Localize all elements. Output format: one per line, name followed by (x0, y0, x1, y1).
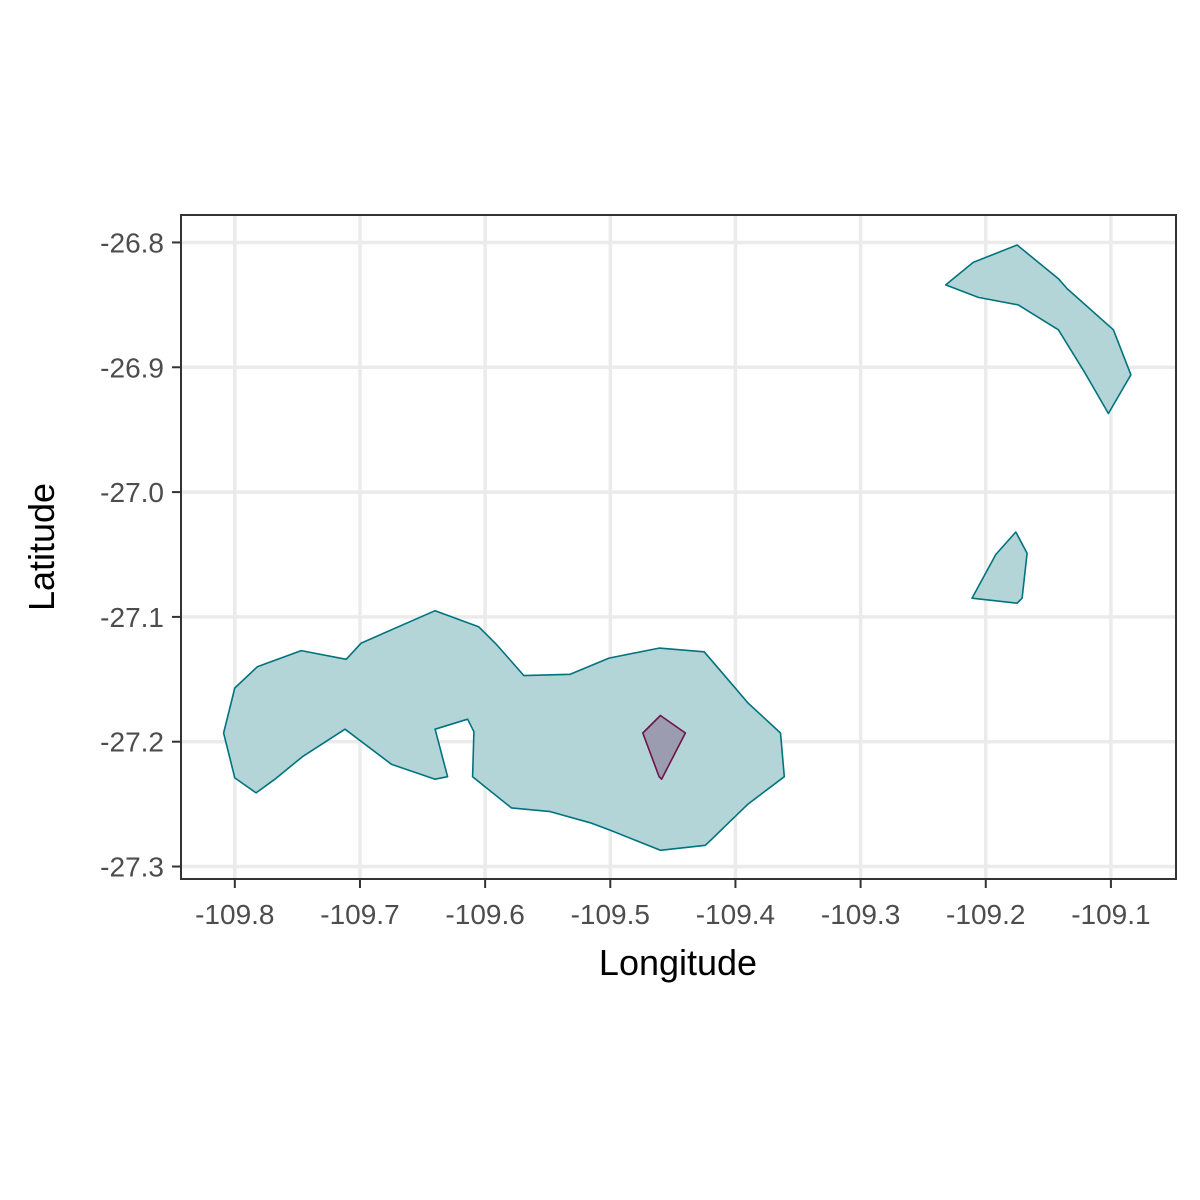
y-axis-title: Latitude (21, 483, 62, 611)
x-tick-label: -109.2 (946, 899, 1025, 930)
highlight-polygon (641, 714, 687, 781)
x-tick-label: -109.8 (195, 899, 274, 930)
x-tick-label: -109.4 (696, 899, 775, 930)
y-tick-label: -27.0 (100, 477, 164, 508)
x-axis: -109.8 -109.7 -109.6 -109.5 -109.4 -109.3 -109… (195, 879, 1151, 930)
x-axis-title: Longitude (599, 942, 757, 983)
land-polygon-1 (222, 609, 786, 852)
gridlines (181, 215, 1176, 879)
y-tick-label: -27.2 (100, 727, 164, 758)
x-tick-label: -109.7 (320, 899, 399, 930)
panel-border (180, 214, 1177, 880)
y-tick-label: -27.3 (100, 852, 164, 883)
y-tick-label: -26.8 (100, 227, 164, 258)
y-tick-label: -26.9 (100, 352, 164, 383)
x-tick-label: -109.1 (1071, 899, 1150, 930)
y-axis: -26.8 -26.9 -27.0 -27.1 -27.2 -27.3 (100, 227, 181, 883)
polygon-layer (222, 244, 1132, 852)
x-tick-label: -109.6 (445, 899, 524, 930)
x-tick-label: -109.3 (821, 899, 900, 930)
land-polygon-2 (944, 244, 1132, 415)
x-tick-label: -109.5 (571, 899, 650, 930)
land-polygon-3 (971, 531, 1028, 605)
y-tick-label: -27.1 (100, 602, 164, 633)
